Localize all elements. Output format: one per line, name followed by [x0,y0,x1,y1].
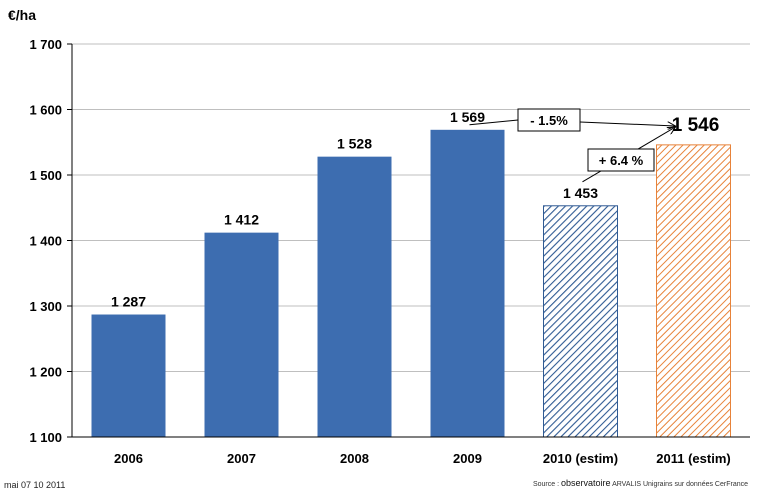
data-label: 1 569 [450,109,485,125]
data-label: 1 453 [563,185,598,201]
annotation-leader [469,119,519,126]
bar-2010 [543,205,618,438]
annotation-label: - 1.5% [530,113,568,128]
y-tick-label: 1 400 [29,234,62,249]
data-label: 1 528 [337,136,372,152]
annotation-label: + 6.4 % [599,153,644,168]
source-brand: observatoire [560,478,611,488]
x-tick-label: 2009 [453,451,482,466]
y-tick-label: 1 300 [29,299,62,314]
y-axis-label: €/ha [8,7,36,23]
y-tick-label: 1 500 [29,168,62,183]
bar-2008 [317,156,392,437]
x-tick-label: 2006 [114,451,143,466]
bar-2006 [91,314,166,437]
annotation-arrow [579,121,676,126]
date-stamp: mai 07 10 2011 [4,480,66,490]
x-tick-label: 2007 [227,451,256,466]
data-label: 1 412 [224,212,259,228]
source-prefix: Source : [532,481,560,488]
bar-2007 [204,232,279,437]
data-label: 1 287 [111,294,146,310]
source-note: Source : observatoire ARVALIS Unigrains … [533,478,748,488]
y-tick-label: 1 600 [29,103,62,118]
x-tick-label: 2011 (estim) [656,451,730,466]
y-tick-label: 1 700 [29,37,62,52]
bar-2009 [430,129,505,437]
y-tick-label: 1 100 [29,430,62,445]
annotation-box [587,148,655,172]
x-tick-label: 2008 [340,451,369,466]
x-tick-label: 2010 (estim) [543,451,618,466]
y-tick-label: 1 200 [29,365,62,380]
data-label: 1 546 [672,115,720,136]
source-rest: ARVALIS Unigrains sur données CerFrance [612,481,748,488]
bar-2011 [656,144,731,438]
